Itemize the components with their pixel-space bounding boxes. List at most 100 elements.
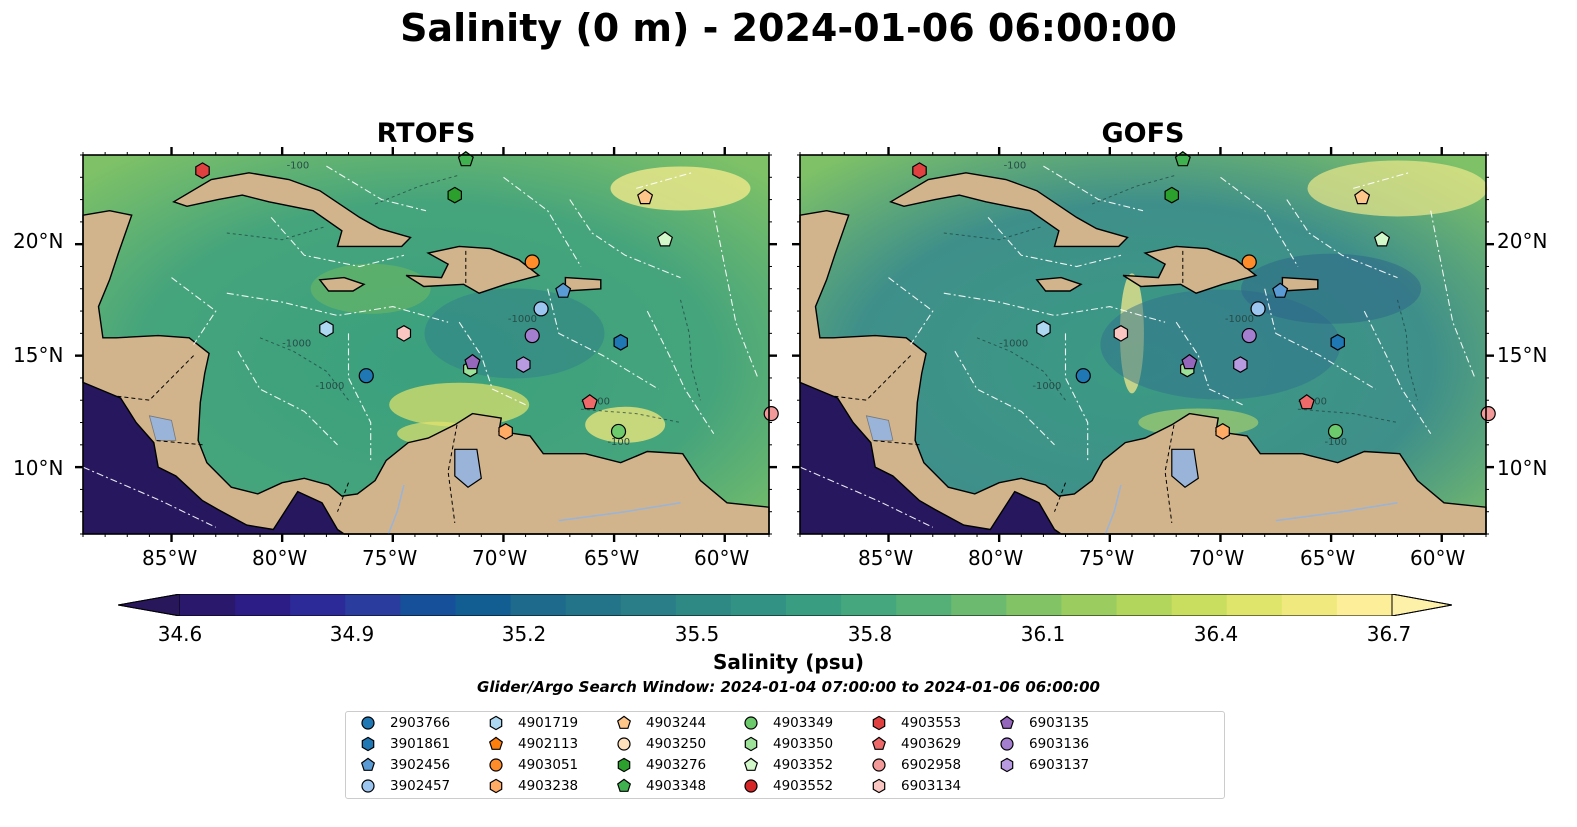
legend-marker-icon [361, 779, 375, 793]
lon-tick-label: 85°W [142, 546, 198, 570]
eez-boundary [1430, 210, 1476, 379]
float-marker-4903051[interactable] [524, 254, 540, 270]
legend-entry: 4903352 [743, 757, 833, 773]
bathymetry-contour [226, 225, 327, 241]
eez-boundary [1175, 321, 1243, 406]
float-marker-4903238[interactable] [1215, 423, 1230, 440]
search-window-caption: Glider/Argo Search Window: 2024-01-04 07… [477, 678, 1100, 696]
float-marker-3901861[interactable] [1330, 333, 1346, 351]
float-marker-4903629[interactable] [581, 394, 598, 410]
eez-boundary [636, 172, 692, 189]
colorbar-tick-label: 35.5 [674, 622, 720, 646]
float-marker-3901861[interactable] [613, 333, 629, 351]
eez-boundary [713, 210, 759, 379]
float-marker-6903135[interactable] [1181, 353, 1198, 370]
contour-label: -100 [607, 437, 630, 448]
float-marker-6903134[interactable] [1113, 325, 1129, 342]
colorbar-segment [1061, 594, 1118, 616]
legend-entry: 4903051 [488, 757, 578, 773]
float-marker-4903352[interactable] [1373, 231, 1391, 247]
legend-label: 4903629 [901, 736, 962, 752]
float-marker-4903352[interactable] [656, 231, 674, 247]
float-marker-4901719[interactable] [1036, 320, 1051, 338]
float-marker-3902456[interactable] [1272, 282, 1289, 298]
legend-marker-icon [361, 736, 375, 752]
contour-label: -100 [1324, 437, 1347, 448]
land-hispaniola [405, 245, 541, 294]
salinity-patch [1307, 160, 1488, 217]
float-marker-6903137[interactable] [516, 356, 531, 373]
legend-entry: 4903629 [871, 736, 961, 752]
float-marker-2903766[interactable] [1075, 368, 1091, 384]
colorbar-segment [235, 594, 291, 616]
float-marker-6903135[interactable] [464, 353, 481, 370]
float-marker-6903137[interactable] [1233, 356, 1248, 373]
float-marker-6903134[interactable] [396, 325, 412, 342]
legend-entry: 3902456 [360, 757, 450, 773]
float-marker-4903553[interactable] [195, 162, 210, 179]
float-marker-3902456[interactable] [555, 282, 572, 298]
eez-boundary [1043, 165, 1144, 212]
colorbar-tick-label: 36.1 [1020, 622, 1066, 646]
colorbar-tick-label: 35.2 [501, 622, 547, 646]
eez-boundary [1220, 176, 1299, 267]
lat-tick-label: 10°N [1497, 456, 1548, 480]
legend-entry: 6903134 [871, 778, 961, 794]
lat-tick-label: 15°N [1497, 343, 1548, 367]
float-marker-3902457[interactable] [1250, 301, 1266, 317]
legend-label: 4901719 [518, 715, 579, 731]
colorbar-tick-label: 34.6 [157, 622, 203, 646]
colorbar-segment [675, 594, 732, 616]
legend-entry: 6903135 [999, 715, 1089, 731]
eez-boundary [237, 350, 338, 446]
legend-label: 3902457 [390, 778, 451, 794]
float-marker-4903349[interactable] [610, 423, 627, 440]
float-marker-6902958[interactable] [763, 406, 779, 422]
float-marker-4903348[interactable] [1174, 151, 1191, 167]
float-marker-4903629[interactable] [1298, 394, 1315, 410]
float-marker-3902457[interactable] [533, 301, 549, 317]
border-line [1164, 424, 1175, 523]
colorbar-segment [1336, 594, 1393, 616]
float-marker-4903244[interactable] [637, 188, 654, 205]
legend-entry: 4903244 [616, 715, 706, 731]
eez-boundary [1264, 288, 1376, 390]
legend-marker-icon [744, 736, 758, 752]
legend-marker-icon [744, 716, 758, 730]
lon-tick-label: 65°W [584, 546, 640, 570]
float-marker-6903136[interactable] [524, 327, 540, 344]
colorbar-segment [841, 594, 897, 616]
map-panel-gofs: -100-1000-1000-2000-100-1000 [792, 147, 1496, 542]
salinity-patch [1100, 289, 1341, 400]
lon-tick-label: 75°W [1079, 546, 1135, 570]
float-marker-4901719[interactable] [319, 320, 334, 338]
colorbar-tick-label: 34.9 [329, 622, 375, 646]
float-marker-4903349[interactable] [1327, 423, 1344, 440]
float-marker-4903238[interactable] [498, 423, 513, 440]
lake-nicaragua [865, 415, 894, 441]
river [387, 484, 405, 535]
float-marker-4903276[interactable] [1164, 186, 1179, 204]
float-marker-6903136[interactable] [1241, 327, 1257, 344]
legend-label: 4903276 [646, 757, 707, 773]
river [1275, 502, 1398, 522]
legend-entry: 6903137 [999, 757, 1089, 773]
eez-boundary [569, 199, 681, 279]
legend-label: 4903348 [646, 778, 707, 794]
colorbar-tick-label: 36.7 [1366, 622, 1412, 646]
float-marker-4903276[interactable] [447, 186, 462, 204]
legend-label: 3902456 [390, 757, 451, 773]
float-marker-4903051[interactable] [1241, 254, 1257, 270]
float-marker-6902958[interactable] [1480, 406, 1496, 422]
float-marker-4903348[interactable] [457, 151, 474, 167]
legend-label: 2903766 [390, 715, 451, 731]
bathymetry-contour [259, 337, 349, 401]
legend-marker-icon [617, 737, 631, 751]
legend-label: 4903350 [773, 736, 834, 752]
float-marker-4903244[interactable] [1354, 188, 1371, 205]
bathymetry-contour [943, 225, 1044, 241]
float-marker-2903766[interactable] [358, 368, 374, 384]
float-marker-4903553[interactable] [912, 162, 927, 179]
salinity-patch [310, 263, 431, 314]
legend-marker-icon [361, 716, 375, 730]
